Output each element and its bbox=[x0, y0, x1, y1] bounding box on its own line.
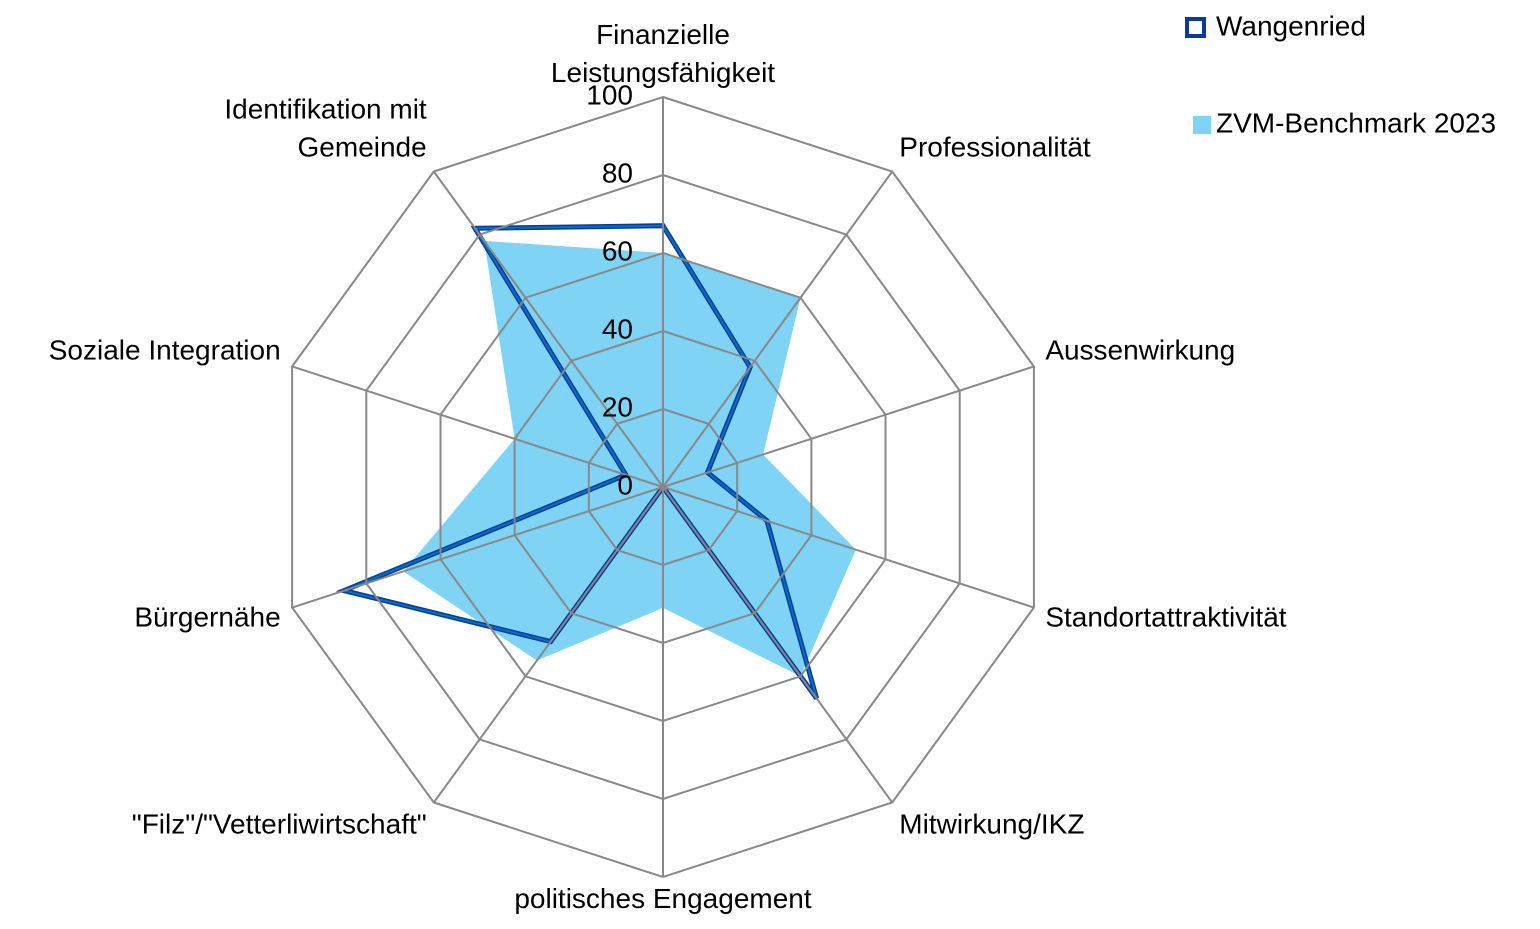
legend-swatch bbox=[1185, 17, 1206, 38]
legend-label: ZVM-Benchmark 2023 bbox=[1216, 107, 1496, 138]
category-label: Identifikation mit Gemeinde bbox=[224, 94, 427, 163]
category-label: Soziale Integration bbox=[49, 335, 281, 366]
category-label: Standortattraktivität bbox=[1045, 602, 1286, 633]
category-label: Aussenwirkung bbox=[1045, 335, 1235, 366]
tick-label: 100 bbox=[586, 79, 633, 110]
axis-spoke bbox=[662, 486, 894, 804]
category-label: "Filz"/"Vetterliwirtschaft" bbox=[132, 809, 427, 840]
category-label: Finanzielle Leistungsfähigkeit bbox=[551, 19, 775, 88]
tick-label: 20 bbox=[602, 391, 633, 422]
axis-spoke bbox=[291, 486, 664, 609]
category-label: Mitwirkung/IKZ bbox=[899, 809, 1084, 840]
axis-spoke bbox=[432, 170, 664, 488]
series-area bbox=[403, 240, 856, 677]
tick-label: 40 bbox=[602, 313, 633, 344]
axis-spoke bbox=[662, 486, 1035, 609]
legend-label: Wangenried bbox=[1216, 10, 1366, 41]
axis-spoke bbox=[432, 486, 664, 804]
tick-label: 80 bbox=[602, 157, 633, 188]
tick-label: 0 bbox=[617, 469, 633, 500]
axis-spoke bbox=[662, 170, 894, 488]
axis-spoke bbox=[291, 365, 664, 488]
tick-label: 60 bbox=[602, 235, 633, 266]
category-label: Bürgernähe bbox=[134, 602, 280, 633]
category-label: Professionalität bbox=[899, 132, 1091, 163]
legend-swatch bbox=[1193, 116, 1211, 134]
axis-spoke bbox=[662, 365, 1035, 488]
category-label: politisches Engagement bbox=[514, 883, 812, 914]
grid bbox=[291, 95, 1035, 879]
